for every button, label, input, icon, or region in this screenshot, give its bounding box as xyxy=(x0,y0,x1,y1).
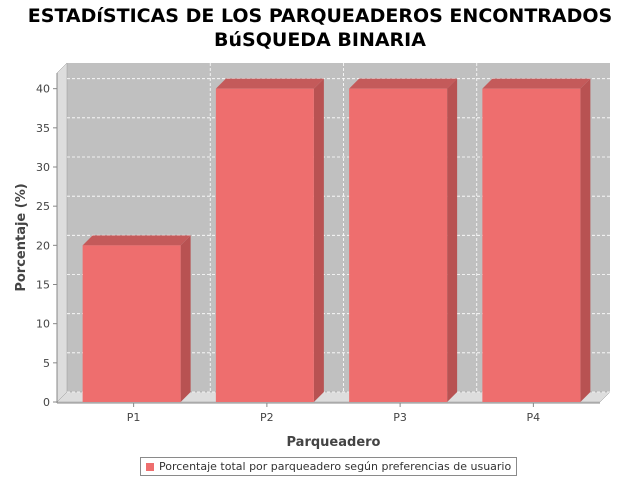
bar-side xyxy=(180,235,191,402)
plot-side-wall xyxy=(56,62,68,403)
chart-title-line-1: ESTADíSTICAS DE LOS PARQUEADEROS ENCONTR… xyxy=(27,5,613,27)
bar xyxy=(482,78,591,403)
bar-front xyxy=(482,88,581,403)
y-tick-label: 15 xyxy=(36,279,50,292)
y-tick-label: 25 xyxy=(36,200,50,213)
chart-title: ESTADíSTICAS DE LOS PARQUEADEROS ENCONTR… xyxy=(0,4,640,52)
chart-title-line-2: BúSQUEDA BINARIA xyxy=(214,29,426,51)
bar-side xyxy=(313,78,324,403)
bar xyxy=(215,78,324,403)
bar-top xyxy=(82,235,191,246)
y-tick-label: 20 xyxy=(36,239,50,252)
x-tick-label: P2 xyxy=(260,411,274,424)
y-axis-title: Porcentaje (%) xyxy=(14,183,29,291)
y-tick-label: 10 xyxy=(36,318,50,331)
bar-side xyxy=(580,78,591,403)
y-tick-label: 0 xyxy=(43,396,50,409)
y-tick-label: 30 xyxy=(36,161,50,174)
bar-front xyxy=(82,245,181,402)
legend: Porcentaje total por parqueadero según p… xyxy=(140,457,518,476)
bar xyxy=(349,78,458,403)
x-axis-title: Parqueadero xyxy=(287,435,381,450)
x-tick-label: P4 xyxy=(527,411,541,424)
legend-swatch xyxy=(146,462,154,471)
bar-side xyxy=(447,78,458,403)
y-tick-label: 35 xyxy=(36,122,50,135)
y-tick-label: 5 xyxy=(43,357,50,370)
legend-label: Porcentaje total por parqueadero según p… xyxy=(159,460,512,473)
x-tick-label: P1 xyxy=(127,411,141,424)
bar-front xyxy=(349,88,448,403)
bar-top xyxy=(215,78,324,89)
x-tick-label: P3 xyxy=(393,411,407,424)
bar-top xyxy=(349,78,458,89)
bar-front xyxy=(215,88,314,403)
bar xyxy=(82,235,191,402)
bar-top xyxy=(482,78,591,89)
y-tick-label: 40 xyxy=(36,83,50,96)
